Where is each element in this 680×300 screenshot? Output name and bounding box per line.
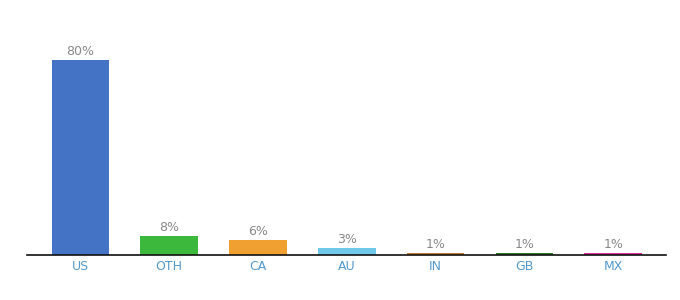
Bar — [318, 248, 375, 255]
Text: 3%: 3% — [337, 233, 357, 246]
Bar — [52, 60, 109, 255]
Text: 8%: 8% — [159, 220, 180, 234]
Bar — [407, 253, 464, 255]
Bar — [584, 253, 642, 255]
Text: 1%: 1% — [514, 238, 534, 250]
Bar — [229, 240, 287, 255]
Bar — [496, 253, 554, 255]
Text: 6%: 6% — [248, 226, 268, 238]
Text: 1%: 1% — [426, 238, 445, 250]
Bar — [140, 236, 198, 255]
Text: 80%: 80% — [67, 45, 95, 58]
Text: 1%: 1% — [603, 238, 623, 250]
